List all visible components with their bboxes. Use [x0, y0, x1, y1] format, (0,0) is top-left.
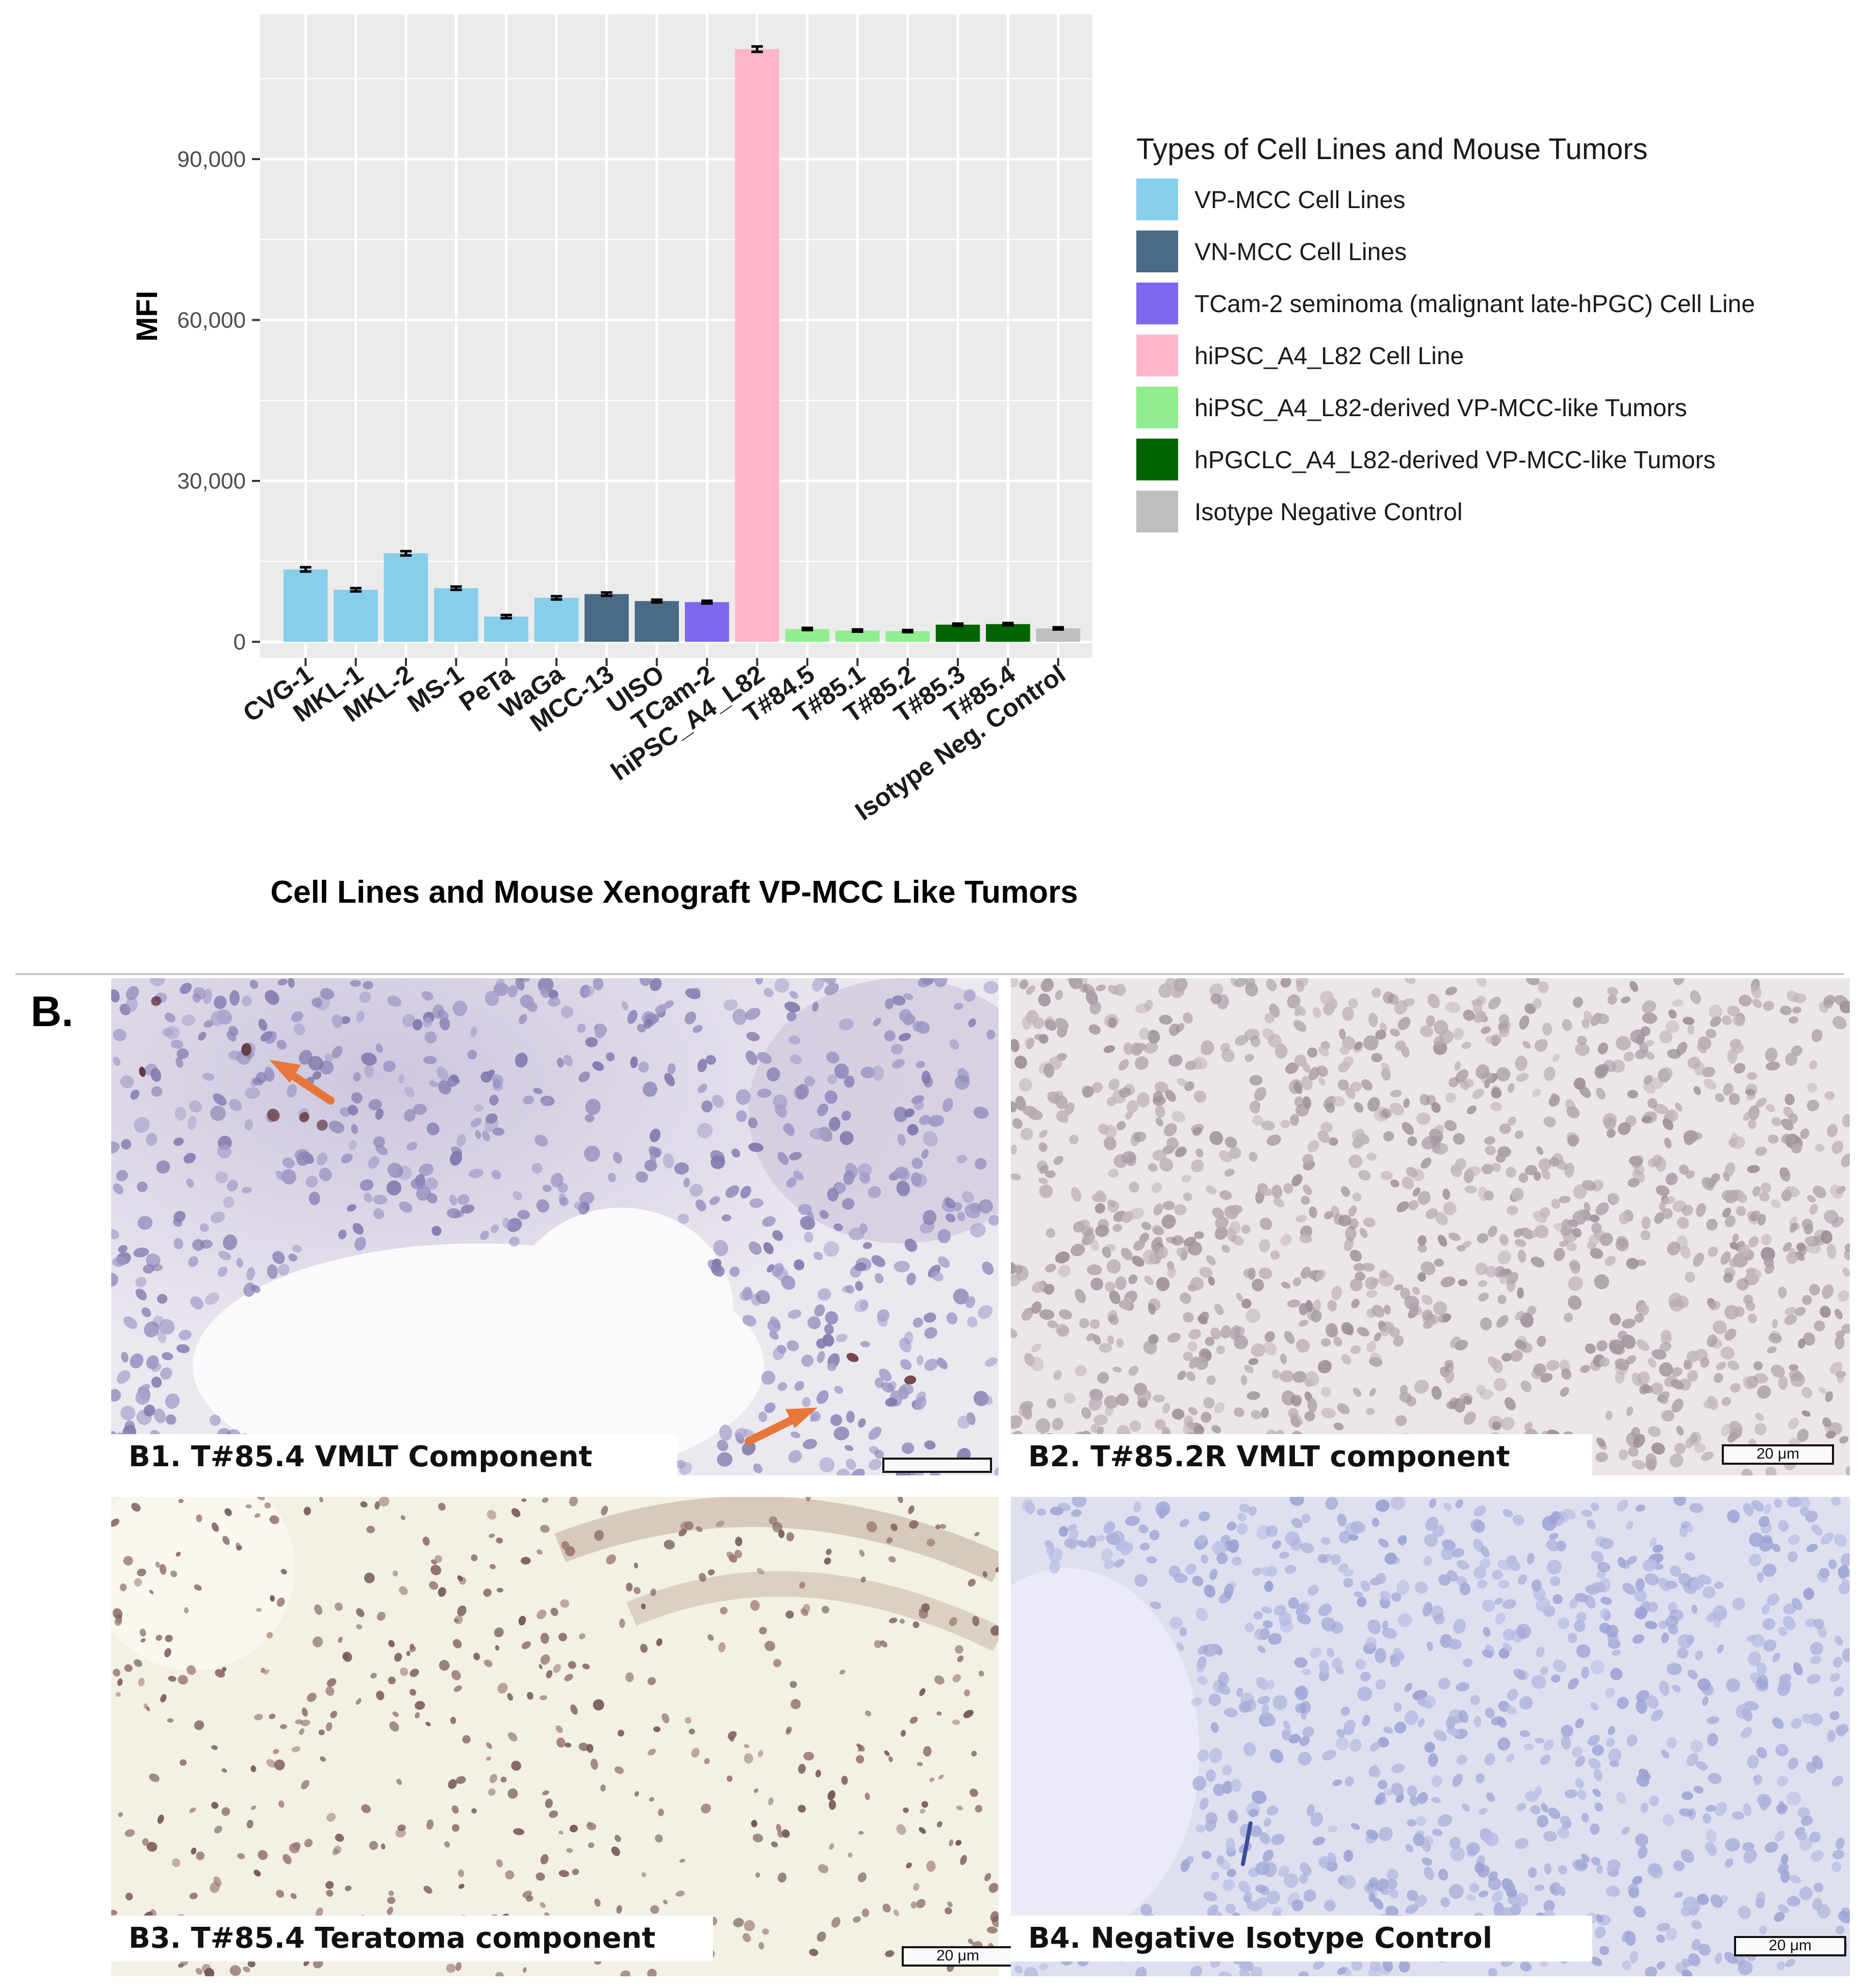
caption-b1: B1. T#85.4 VMLT Component	[111, 1434, 677, 1480]
micrograph-b1-image	[111, 978, 999, 1475]
bar-MCC-13	[584, 594, 629, 642]
panel-b-label: B.	[31, 987, 73, 1035]
scale-bar-b3: 20 μm	[902, 1946, 1014, 1967]
y-axis-title: MFI	[131, 291, 164, 342]
y-tick-label: 0	[234, 629, 246, 654]
y-tick-label: 60,000	[177, 308, 246, 333]
bar-hiPSC_A4_L82	[735, 49, 779, 642]
legend-swatch	[1136, 283, 1178, 324]
bar-UISO	[634, 601, 679, 642]
scale-bar-b2: 20 μm	[1722, 1444, 1834, 1465]
legend-swatch	[1136, 335, 1178, 376]
scale-bar-b1	[882, 1458, 992, 1473]
bar-T#85.2	[885, 631, 930, 642]
y-tick-label: 30,000	[177, 469, 246, 494]
arrow-icon	[745, 1408, 818, 1445]
bar-chart: 0 30,000 60,000 90,000 CVG-1MKL-1MKL-2MS-1P…	[131, 14, 1755, 910]
scale-bar-b4: 20 μm	[1734, 1936, 1846, 1956]
caption-b4: B4. Negative Isotype Control	[1011, 1916, 1592, 1961]
micrograph-b3-image	[111, 1497, 999, 1976]
micrograph-b2-image	[1011, 978, 1850, 1475]
micrograph-b1	[111, 978, 999, 1475]
bars	[283, 49, 1081, 642]
legend-swatch	[1136, 491, 1178, 532]
arrow-icon	[269, 1060, 335, 1105]
bar-MS-1	[434, 588, 478, 642]
legend-label: VP-MCC Cell Lines	[1194, 187, 1405, 214]
legend-label: TCam-2 seminoma (malignant late-hPGC) Ce…	[1194, 291, 1755, 318]
x-axis-title: Cell Lines and Mouse Xenograft VP-MCC Li…	[270, 875, 1078, 910]
error-bars	[299, 45, 1064, 634]
legend-swatch	[1136, 179, 1178, 220]
micrograph-b2	[1011, 978, 1850, 1475]
legend-label: Isotype Negative Control	[1194, 499, 1463, 526]
y-tick-label: 90,000	[177, 147, 246, 172]
legend-label: hiPSC_A4_L82 Cell Line	[1194, 343, 1464, 370]
micrograph-b3	[111, 1497, 999, 1976]
legend: Types of Cell Lines and Mouse Tumors VP-…	[1136, 133, 1755, 532]
x-tick-label: MS-1	[402, 659, 469, 718]
micrograph-b4	[1011, 1497, 1850, 1976]
plot-background	[260, 14, 1092, 658]
bar-MKL-1	[334, 590, 378, 642]
bar-PeTa	[484, 617, 528, 642]
bar-T#85.4	[986, 624, 1030, 642]
bar-MKL-2	[384, 553, 428, 642]
legend-swatch	[1136, 231, 1178, 272]
bar-WaGa	[534, 598, 579, 642]
micrograph-b4-image	[1011, 1497, 1850, 1976]
caption-b3: B3. T#85.4 Teratoma component	[111, 1916, 713, 1961]
bar-T#85.1	[835, 630, 880, 642]
legend-label: hPGCLC_A4_L82-derived VP-MCC-like Tumors	[1194, 447, 1716, 474]
legend-swatch	[1136, 439, 1178, 480]
bar-CVG-1	[283, 569, 328, 642]
x-axis-ticks: CVG-1MKL-1MKL-2MS-1PeTaWaGaMCC-13UISOTCa…	[238, 658, 1071, 826]
legend-title: Types of Cell Lines and Mouse Tumors	[1136, 133, 1648, 166]
legend-label: hiPSC_A4_L82-derived VP-MCC-like Tumors	[1194, 395, 1687, 422]
legend-swatch	[1136, 387, 1178, 428]
bar-TCam-2	[684, 602, 729, 642]
y-axis-ticks: 0 30,000 60,000 90,000	[177, 147, 260, 654]
legend-label: VN-MCC Cell Lines	[1194, 239, 1407, 266]
bar-T#85.3	[935, 624, 980, 642]
panel-divider	[15, 973, 1844, 975]
caption-b2: B2. T#85.2R VMLT component	[1011, 1434, 1592, 1480]
